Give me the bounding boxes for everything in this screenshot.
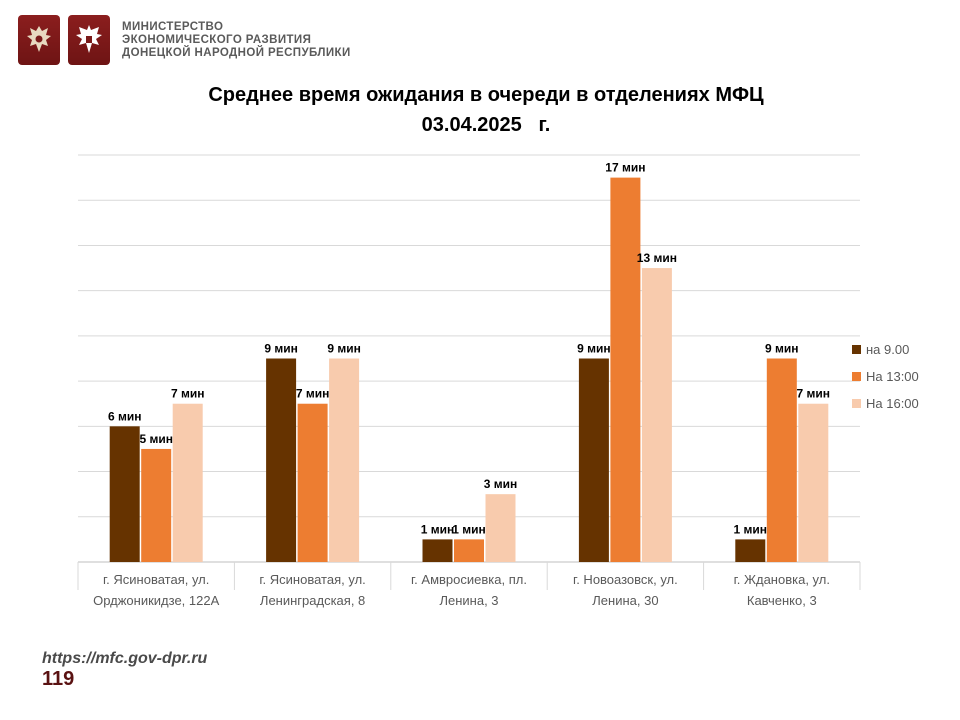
- bar: [578, 358, 609, 562]
- bar: [266, 358, 297, 562]
- data-label: 5 мин: [139, 432, 173, 446]
- data-label: 7 мин: [797, 387, 831, 401]
- ministry-name: МИНИСТЕРСТВО ЭКОНОМИЧЕСКОГО РАЗВИТИЯ ДОН…: [122, 21, 351, 60]
- bar: [735, 539, 766, 562]
- bar: [641, 268, 672, 562]
- page-number: 119: [42, 668, 75, 690]
- ministry-line: МИНИСТЕРСТВО: [122, 20, 224, 33]
- category-label: г. Ждановка, ул.: [734, 572, 830, 587]
- legend-label: На 13:00: [866, 369, 919, 384]
- data-label: 7 мин: [171, 387, 205, 401]
- data-label: 13 мин: [637, 251, 677, 265]
- category-label: Ленина, 30: [592, 593, 658, 608]
- chart-subtitle: 03.04.2025 г.: [421, 114, 551, 136]
- bar: [798, 403, 829, 562]
- bar: [454, 539, 484, 562]
- footer-url[interactable]: https://mfc.gov-dpr.ru: [42, 650, 208, 667]
- bar: [485, 494, 516, 562]
- data-label: 9 мин: [577, 342, 611, 356]
- coat-of-arms-logo: [18, 15, 60, 65]
- ministry-line: ДОНЕЦКОЙ НАРОДНОЙ РЕСПУБЛИКИ: [122, 46, 351, 59]
- chart-title-block: Среднее время ожидания в очереди в отдел…: [0, 80, 960, 140]
- bar: [297, 403, 328, 562]
- bar: [172, 403, 203, 562]
- legend-swatch: [852, 399, 861, 408]
- data-label: 1 мин: [452, 522, 486, 536]
- category-label: Орджоникидзе, 122А: [93, 593, 219, 608]
- ministry-line: ЭКОНОМИЧЕСКОГО РАЗВИТИЯ: [122, 33, 312, 46]
- legend-label: на 9.00: [866, 342, 909, 357]
- bar: [766, 358, 797, 562]
- bar: [610, 177, 641, 562]
- bar: [422, 539, 453, 562]
- category-label: г. Новоазовск, ул.: [573, 572, 678, 587]
- legend-swatch: [852, 372, 861, 381]
- category-label: г. Ясиноватая, ул.: [259, 572, 365, 587]
- bar: [141, 448, 172, 562]
- dnr-emblem-logo: [68, 15, 110, 65]
- data-label: 9 мин: [765, 342, 799, 356]
- chart-title: Среднее время ожидания в очереди в отдел…: [208, 84, 764, 106]
- category-label: Ленина, 3: [439, 593, 498, 608]
- data-label: 1 мин: [734, 522, 768, 536]
- eagle-icon: [76, 25, 102, 53]
- legend-swatch: [852, 345, 861, 354]
- data-label: 6 мин: [108, 409, 142, 423]
- bar: [109, 426, 140, 562]
- category-label: г. Ясиноватая, ул.: [103, 572, 209, 587]
- data-label: 9 мин: [264, 342, 298, 356]
- data-label: 1 мин: [421, 522, 455, 536]
- category-label: г. Амвросиевка, пл.: [411, 572, 527, 587]
- data-label: 17 мин: [605, 161, 645, 175]
- data-label: 3 мин: [484, 477, 518, 491]
- category-label: Ленинградская, 8: [260, 593, 365, 608]
- header: МИНИСТЕРСТВО ЭКОНОМИЧЕСКОГО РАЗВИТИЯ ДОН…: [18, 14, 351, 66]
- category-label: Кавченко, 3: [747, 593, 817, 608]
- data-label: 9 мин: [327, 342, 361, 356]
- legend-label: На 16:00: [866, 396, 919, 411]
- bar: [329, 358, 360, 562]
- eagle-icon: [27, 26, 51, 52]
- data-label: 7 мин: [296, 387, 330, 401]
